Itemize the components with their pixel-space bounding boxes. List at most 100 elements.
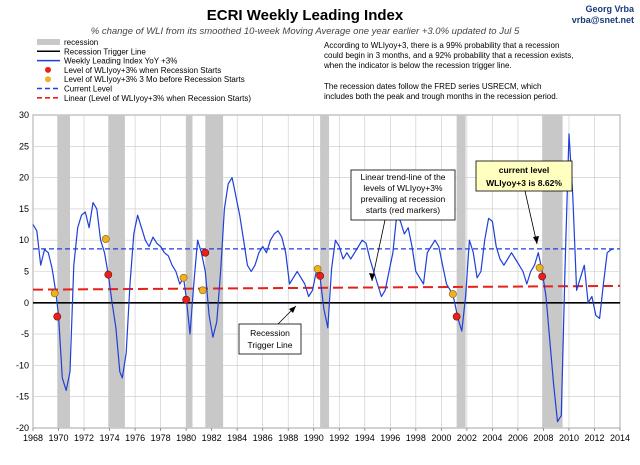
y-tick-label: 15 <box>19 204 29 214</box>
trend-annotation-line-4: starts (red markers) <box>366 205 440 215</box>
note-line-1: According to WLIyoy+3, there is a 99% pr… <box>324 41 559 50</box>
legend-label: Linear (Level of WLIyoy+3% when Recessio… <box>64 94 251 103</box>
x-tick-label: 1986 <box>253 433 273 443</box>
trend-annotation-arrow <box>371 219 386 282</box>
orange-marker <box>179 273 188 282</box>
orange-marker <box>198 286 207 295</box>
current-annotation-box <box>475 160 573 192</box>
legend-swatch-recession <box>37 39 60 45</box>
red-marker <box>452 312 461 321</box>
y-tick-label: 30 <box>19 110 29 120</box>
legend-label: Current Level <box>64 85 112 94</box>
x-tick-label: 2004 <box>482 433 502 443</box>
series-lines <box>32 133 614 423</box>
trend-annotation-line-2: levels of WLIyoy+3% <box>363 183 443 193</box>
red-marker <box>316 271 325 280</box>
y-tick-label: 10 <box>19 235 29 245</box>
chart-subtitle: % change of WLI from its smoothed 10-wee… <box>91 26 520 37</box>
y-tick-label: 20 <box>19 173 29 183</box>
red-marker <box>53 312 62 321</box>
y-tick-label: -10 <box>16 360 29 370</box>
reference-lines <box>32 248 621 304</box>
recession-bands <box>57 115 563 428</box>
red-marker <box>104 270 113 279</box>
trigger-annotation: Recession Trigger Line <box>238 305 302 355</box>
note-line-3: when the indicator is below the recessio… <box>323 61 512 70</box>
trigger-annotation-line-1: Recession <box>250 328 290 338</box>
x-tick-label: 1976 <box>125 433 145 443</box>
trend-annotation-line-1: Linear trend-line of the <box>360 172 445 182</box>
current-annotation-line-1: current level <box>499 165 550 175</box>
x-tick-label: 2012 <box>584 433 604 443</box>
trend-annotation-box <box>350 169 456 221</box>
legend-swatch-marker <box>45 76 51 83</box>
legend-swatch-marker <box>45 66 51 73</box>
x-tick-label: 2006 <box>508 433 528 443</box>
x-tick-label: 1968 <box>23 433 43 443</box>
recession-band <box>320 115 330 428</box>
red-marker <box>201 248 210 257</box>
credit-email: vrba@snet.net <box>572 15 634 25</box>
current-annotation: current level WLIyoy+3 is 8.62% <box>475 160 573 245</box>
recession-band <box>186 115 193 428</box>
x-tick-label: 1988 <box>278 433 298 443</box>
current-annotation-arrow <box>524 190 538 245</box>
current-annotation-arrowhead <box>533 236 539 244</box>
legend-label: Weekly Leading Index YoY +3% <box>64 57 177 66</box>
note-line-5: The recession dates follow the FRED seri… <box>324 82 541 91</box>
chart-title: ECRI Weekly Leading Index <box>207 7 404 24</box>
y-tick-label: -15 <box>16 392 29 402</box>
legend-label: recession <box>64 38 98 47</box>
recession-band <box>542 115 563 428</box>
x-tick-label: 1974 <box>100 433 120 443</box>
note-line-2: could begin in 3 months, and a 92% proba… <box>324 51 573 60</box>
red-marker <box>182 295 191 304</box>
recession-band <box>205 115 224 428</box>
legend-label: Recession Trigger Line <box>64 47 146 56</box>
trigger-annotation-arrowhead <box>289 306 296 313</box>
x-tick-label: 2000 <box>431 433 451 443</box>
legend-label: Level of WLIyoy+3% 3 Mo before Recession… <box>64 75 245 84</box>
recession-band <box>108 115 125 428</box>
trigger-annotation-line-2: Trigger Line <box>247 340 292 350</box>
red-marker <box>538 272 547 281</box>
series-line <box>32 133 614 423</box>
y-tick-label: -5 <box>21 329 29 339</box>
current-annotation-line-2: WLIyoy+3 is 8.62% <box>486 178 562 188</box>
x-tick-label: 1984 <box>227 433 247 443</box>
orange-marker <box>101 235 110 243</box>
x-tick-label: 1990 <box>304 433 324 443</box>
x-tick-label: 2008 <box>533 433 553 443</box>
y-tick-label: 25 <box>19 141 29 151</box>
x-tick-label: 1978 <box>151 433 171 443</box>
y-tick-label: -20 <box>16 423 29 433</box>
x-tick-label: 1972 <box>74 433 94 443</box>
orange-marker <box>535 263 544 272</box>
x-tick-label: 1980 <box>176 433 196 443</box>
x-tick-label: 1994 <box>355 433 375 443</box>
x-tick-label: 1982 <box>202 433 222 443</box>
note-line-6: includes both the peak and trough months… <box>324 92 558 101</box>
trend-annotation-line-3: prevailing at recession <box>361 194 446 204</box>
legend-label: Level of WLIyoy+3% when Recession Starts <box>64 66 221 75</box>
x-tick-label: 2002 <box>457 433 477 443</box>
trigger-annotation-box <box>238 323 302 355</box>
orange-marker <box>313 265 322 273</box>
x-tick-label: 1970 <box>49 433 69 443</box>
x-tick-label: 1996 <box>380 433 400 443</box>
orange-marker <box>448 290 457 298</box>
orange-marker <box>50 289 59 298</box>
notes-block: According to WLIyoy+3, there is a 99% pr… <box>323 41 573 101</box>
trend-annotation: Linear trend-line of the levels of WLIyo… <box>350 169 456 282</box>
x-tick-label: 2014 <box>610 433 630 443</box>
y-tick-label: 0 <box>24 298 29 308</box>
trend-annotation-arrowhead <box>369 273 375 281</box>
recession-band <box>456 115 466 428</box>
credit-name: Georg Vrba <box>585 4 635 14</box>
x-tick-label: 1992 <box>329 433 349 443</box>
x-tick-label: 1998 <box>406 433 426 443</box>
